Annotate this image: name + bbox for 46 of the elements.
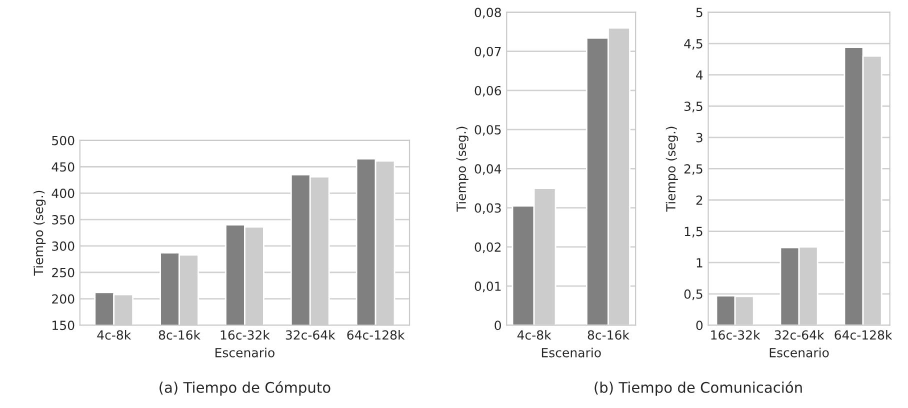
y-tick-label: 500 bbox=[52, 136, 74, 146]
y-tick-label: 0,08 bbox=[474, 8, 501, 18]
x-tick-label: 4c-8k bbox=[517, 330, 552, 340]
x-tick-label: 32c-64k bbox=[774, 330, 824, 340]
x-axis-title: Escenario bbox=[770, 348, 829, 358]
x-axis-title: Escenario bbox=[216, 348, 274, 358]
y-tick-label: 0,04 bbox=[474, 164, 502, 175]
y-tick-label: 0,5 bbox=[684, 289, 702, 300]
y-tick-label: 350 bbox=[52, 215, 74, 224]
x-axis-title: Escenario bbox=[542, 348, 601, 358]
y-tick-label: 450 bbox=[52, 162, 74, 172]
y-tick-label: 300 bbox=[52, 241, 74, 251]
y-tick-label: 3,5 bbox=[684, 102, 702, 112]
y-tick-label: 1,5 bbox=[684, 226, 702, 238]
y-axis-title: Tiempo (seg.) bbox=[34, 190, 46, 276]
y-tick-label: 3 bbox=[696, 132, 702, 142]
y-tick-label: 5 bbox=[696, 8, 702, 18]
y-tick-label: 0,03 bbox=[474, 203, 501, 214]
x-tick-label: 16c-32k bbox=[711, 330, 760, 340]
y-tick-label: 2 bbox=[696, 195, 702, 205]
text: (a) Tiempo de Cómputo bbox=[160, 381, 330, 396]
y-tick-label: 400 bbox=[52, 188, 74, 198]
x-tick-label: 8c-16k bbox=[158, 330, 200, 340]
y-tick-label: 2,5 bbox=[684, 164, 702, 175]
y-tick-label: 0 bbox=[696, 320, 703, 330]
y-tick-label: 4 bbox=[696, 70, 703, 80]
y-tick-label: 0,05 bbox=[474, 125, 501, 136]
x-tick-label: 32c-64k bbox=[286, 330, 336, 340]
x-tick-label: 16c-32k bbox=[220, 330, 270, 340]
y-tick-label: 200 bbox=[52, 294, 74, 304]
y-tick-label: 0,07 bbox=[474, 46, 501, 58]
y-tick-label: 0 bbox=[494, 320, 501, 330]
y-axis-title: Tiempo (seg.) bbox=[666, 126, 678, 212]
y-tick-label: 0,02 bbox=[474, 242, 501, 254]
x-tick-label: 64c-128k bbox=[347, 330, 405, 340]
y-tick-label: 1 bbox=[696, 258, 702, 268]
y-tick-label: 250 bbox=[52, 268, 74, 278]
y-tick-label: 0,01 bbox=[474, 282, 501, 292]
x-tick-label: 4c-8k bbox=[97, 330, 132, 340]
x-tick-label: 8c-16k bbox=[588, 330, 630, 340]
y-tick-label: 150 bbox=[52, 320, 74, 330]
y-tick-label: 4,5 bbox=[684, 39, 702, 50]
x-tick-label: 64c-128k bbox=[834, 330, 892, 340]
text: (b) Tiempo de Comunicación bbox=[594, 381, 802, 396]
y-tick-label: 0,06 bbox=[474, 86, 502, 97]
y-axis-title: Tiempo (seg.) bbox=[456, 126, 468, 212]
